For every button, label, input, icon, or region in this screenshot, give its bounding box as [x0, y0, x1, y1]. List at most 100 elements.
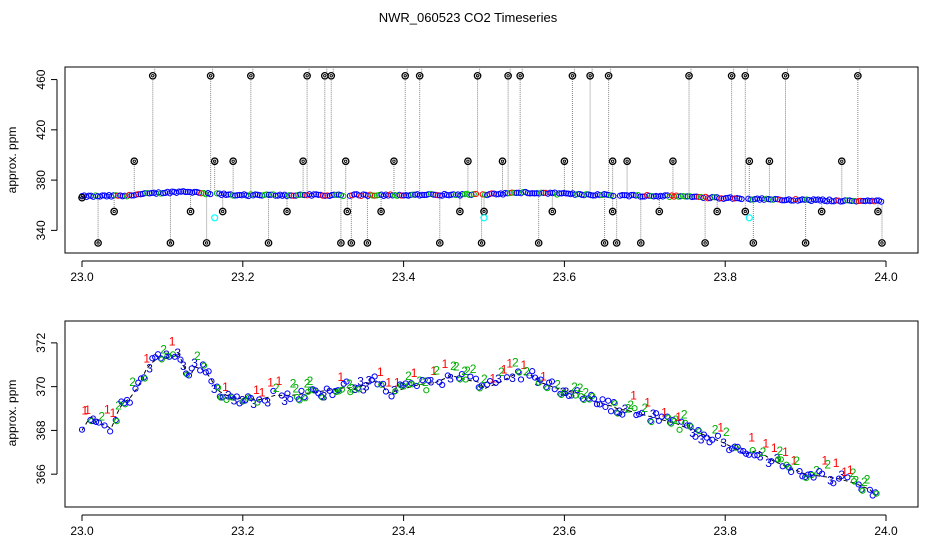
bottom-data-point [652, 410, 660, 417]
bottom-data-point [309, 386, 316, 393]
bottom-flag-marker: 3 [321, 389, 328, 403]
bottom-flag-marker: 1 [143, 352, 150, 366]
top-data-point [596, 192, 603, 199]
bottom-data-point [686, 422, 693, 429]
bottom-flag-marker: 1 [377, 365, 384, 379]
bottom-flag-marker: 2 [793, 454, 800, 468]
bottom-flag-marker: 3 [535, 375, 542, 389]
top-outlier-point [701, 239, 709, 247]
top-outlier-point-inner [132, 159, 136, 163]
bottom-flag-marker: 2 [307, 374, 314, 388]
top-outlier-point [303, 71, 311, 80]
top-outlier-point-inner [80, 196, 84, 200]
top-data-point [135, 191, 142, 198]
bottom-data-point [149, 355, 156, 362]
bottom-data-point [517, 376, 525, 383]
top-data-point [646, 192, 653, 199]
bottom-data-point [213, 383, 221, 390]
bottom-flag-marker: 2 [194, 349, 201, 363]
bottom-data-point [287, 395, 294, 403]
bottom-data-point [126, 399, 133, 406]
bottom-data-point [185, 372, 193, 379]
top-outlier-point [612, 239, 621, 247]
top-outlier-point [745, 157, 754, 166]
bottom-data-point [177, 356, 184, 363]
top-outlier-point [560, 157, 569, 166]
top-outlier-point [347, 239, 356, 247]
top-outlier-point [377, 207, 385, 216]
bottom-data-point [233, 393, 240, 400]
top-data-point [112, 192, 119, 199]
top-outlier-point [337, 239, 345, 247]
top-data-point [601, 191, 608, 198]
bottom-flag-marker: 2 [712, 423, 719, 437]
top-outlier-point [600, 239, 609, 247]
top-data-point [331, 191, 338, 198]
bottom-data-point [95, 419, 102, 426]
top-data-point [461, 191, 468, 198]
bottom-data-point-alt [873, 490, 880, 497]
top-data-point [85, 192, 92, 199]
bottom-flag-marker: 2 [160, 343, 167, 357]
bottom-flag-marker: 1 [841, 465, 848, 479]
bottom-data-point-alt [535, 379, 542, 386]
top-data-point [198, 190, 205, 197]
top-flagged-point [745, 214, 753, 222]
bottom-flag-marker: 3 [250, 397, 257, 411]
top-data-point [421, 191, 428, 199]
top-outlier-point [341, 157, 350, 166]
bottom-flag-marker: 1 [104, 403, 111, 417]
top-outlier-point-inner [231, 159, 235, 163]
top-outlier-point [343, 207, 352, 216]
top-data-point [225, 191, 232, 198]
bottom-x-tick-label: 23.2 [231, 524, 255, 538]
bottom-data-point [171, 353, 178, 360]
top-data-point [268, 191, 275, 198]
bottom-flag-marker: 2 [481, 372, 488, 386]
bottom-data-point-alt [631, 405, 638, 412]
top-data-point [432, 191, 439, 198]
bottom-data-point [242, 397, 249, 404]
top-data-point [400, 192, 408, 199]
bottom-flag-marker: 1 [267, 376, 274, 390]
bottom-flag-marker: 1 [762, 437, 769, 451]
bottom-data-point [858, 486, 865, 493]
bottom-data-point [408, 380, 415, 387]
top-data-point [574, 191, 581, 198]
bottom-data-point [295, 396, 302, 403]
top-data-point [148, 189, 155, 197]
top-data-point [351, 191, 358, 198]
top-data-point [828, 198, 835, 205]
top-data-point [333, 191, 340, 199]
bottom-flag-marker: 2 [681, 407, 688, 421]
top-outlier-point [401, 71, 410, 80]
bottom-data-point [247, 394, 254, 402]
bottom-data-point-alt [423, 387, 430, 394]
top-outlier-point [534, 239, 543, 247]
top-outlier-point-inner [657, 209, 661, 214]
top-outlier-point-inner [482, 209, 486, 214]
bottom-data-point-alt [400, 383, 407, 390]
bottom-flag-marker: 1 [110, 406, 117, 420]
bottom-data-point [270, 387, 277, 395]
bottom-flag-marker: 2 [853, 474, 860, 488]
bottom-data-point [647, 417, 654, 425]
figure-title: NWR_060523 CO2 Timeseries [378, 10, 558, 25]
bottom-data-point-alt [392, 387, 399, 395]
bottom-flag-marker: 1 [520, 358, 527, 372]
bottom-flag-marker: 1 [222, 380, 229, 394]
bottom-flag-marker: 1 [430, 364, 437, 378]
top-outlier-point [456, 207, 464, 216]
bottom-data-point [804, 471, 812, 478]
bottom-flag-marker: 2 [115, 399, 122, 413]
bottom-flag-marker: 2 [760, 445, 767, 459]
bottom-data-point [458, 370, 465, 378]
bottom-flag-marker: 2 [641, 401, 648, 415]
top-data-point [799, 196, 806, 203]
top-outlier-point-inner [703, 241, 707, 245]
bottom-data-point [208, 378, 215, 385]
top-data-point [855, 197, 862, 205]
top-data-point [531, 190, 538, 197]
bottom-flag-marker: 3 [428, 375, 435, 389]
top-outlier-point-inner [403, 74, 407, 78]
